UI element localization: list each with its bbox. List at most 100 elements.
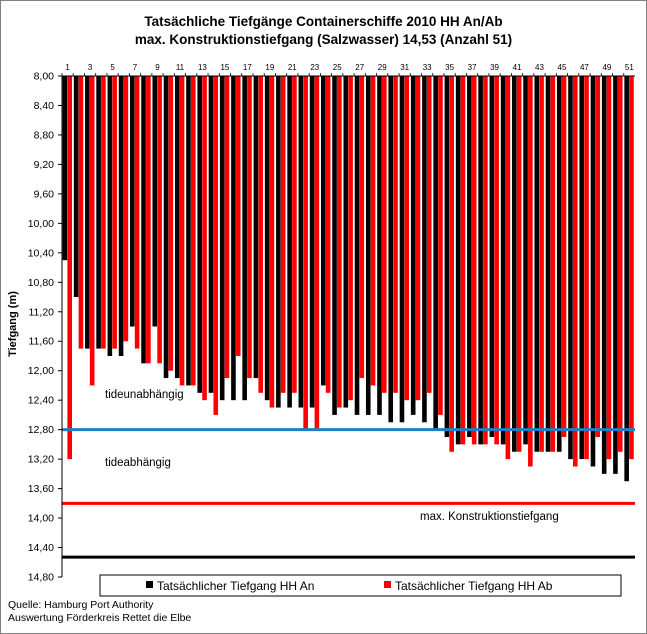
x-tick-label: 27 (355, 63, 364, 72)
bar-ab-30 (393, 76, 398, 393)
x-tick-label: 45 (558, 63, 567, 72)
bar-ab-26 (348, 76, 353, 401)
bar-ab-14 (213, 76, 219, 415)
y-tick-label: 11,60 (29, 336, 55, 348)
bar-an-26 (343, 76, 349, 408)
bar-an-49 (601, 76, 607, 474)
x-tick-label: 17 (243, 63, 252, 72)
bar-an-16 (231, 76, 236, 401)
y-tick-label: 14,80 (28, 572, 54, 584)
bar-ab-35 (449, 76, 454, 452)
bar-an-39 (489, 76, 495, 438)
bar-an-41 (512, 76, 517, 452)
bar-ab-4 (101, 76, 106, 349)
chart-subtitle: max. Konstruktionstiefgang (Salzwasser) … (134, 32, 513, 47)
bar-ab-17 (247, 76, 252, 379)
x-tick-label: 35 (445, 63, 454, 72)
bar-ab-27 (359, 76, 365, 379)
x-tick-label: 21 (288, 63, 297, 72)
bar-ab-29 (381, 76, 387, 393)
bar-an-3 (85, 76, 90, 349)
bar-an-21 (287, 76, 292, 408)
legend-label-ab: Tatsächlicher Tiefgang HH Ab (395, 579, 553, 593)
x-tick-label: 51 (625, 63, 634, 72)
legend: Tatsächlicher Tiefgang HH An Tatsächlich… (99, 574, 622, 597)
bar-ab-47 (584, 76, 589, 460)
bar-an-33 (422, 76, 427, 423)
x-tick-label: 23 (310, 63, 319, 72)
x-tick-label: 3 (88, 63, 93, 72)
bar-an-44 (545, 76, 551, 452)
y-tick-label: 13,60 (28, 483, 54, 495)
x-tick-label: 11 (176, 63, 185, 72)
y-tick-label: 10,00 (28, 218, 54, 230)
bar-ab-1 (67, 76, 72, 460)
bar-ab-32 (415, 76, 421, 401)
bar-an-6 (118, 76, 124, 356)
legend-box (99, 574, 622, 597)
bar-ab-51 (629, 76, 634, 460)
y-tick-label: 8,40 (34, 100, 55, 112)
bar-an-46 (568, 76, 573, 460)
bar-ab-12 (190, 76, 196, 386)
y-tick-label: 14,00 (28, 513, 54, 525)
bar-an-50 (613, 76, 618, 474)
x-tick-label: 31 (400, 63, 409, 72)
bar-ab-43 (539, 76, 544, 452)
y-tick-label: 9,60 (34, 188, 55, 200)
bar-an-40 (500, 76, 506, 445)
bar-ab-21 (292, 76, 297, 393)
y-tick-label: 9,20 (34, 159, 55, 171)
bar-ab-44 (550, 76, 556, 452)
bar-an-35 (444, 76, 450, 438)
bar-ab-46 (572, 76, 578, 467)
bar-ab-24 (325, 76, 331, 393)
bar-an-5 (107, 76, 113, 356)
bar-an-51 (624, 76, 629, 482)
x-tick-label: 49 (602, 63, 611, 72)
x-tick-label: 1 (65, 63, 70, 72)
bar-an-15 (219, 76, 225, 401)
bar-ab-38 (483, 76, 488, 445)
bar-an-28 (365, 76, 371, 415)
bar-an-13 (197, 76, 203, 393)
bar-an-11 (174, 76, 180, 379)
bar-an-17 (242, 76, 247, 401)
bar-ab-36 (460, 76, 466, 445)
bar-an-25 (332, 76, 337, 415)
bar-ab-18 (258, 76, 263, 393)
bar-ab-2 (78, 76, 84, 349)
bar-an-9 (152, 76, 158, 327)
y-tick-label: 10,80 (28, 277, 54, 289)
y-tick-label: 14,40 (28, 542, 54, 554)
bar-ab-11 (179, 76, 185, 386)
bar-ab-37 (471, 76, 477, 445)
bar-ab-31 (404, 76, 410, 401)
x-tick-label: 39 (490, 63, 499, 72)
bar-an-34 (433, 76, 438, 430)
bar-ab-23 (314, 76, 320, 430)
bar-ab-10 (168, 76, 174, 371)
x-tick-label: 25 (333, 63, 342, 72)
y-tick-label: 8,80 (34, 129, 55, 141)
bar-ab-49 (606, 76, 612, 460)
bar-ab-33 (426, 76, 432, 393)
x-tick-label: 29 (378, 63, 387, 72)
annotation-tideabhaengig: tideabhängig (105, 457, 171, 469)
y-tick-label: 12,00 (28, 365, 54, 377)
annotation-max-konstruktionstiefgang: max. Konstruktionstiefgang (420, 511, 559, 523)
bar-ab-8 (146, 76, 151, 364)
bar-ab-6 (123, 76, 129, 342)
bar-ab-45 (561, 76, 567, 438)
bar-an-42 (523, 76, 528, 445)
bar-an-30 (388, 76, 394, 423)
bar-ab-9 (157, 76, 162, 364)
bar-an-32 (410, 76, 416, 415)
bar-an-27 (354, 76, 360, 415)
bar-an-8 (141, 76, 146, 364)
footer-source: Quelle: Hamburg Port Authority (8, 599, 154, 611)
bar-ab-15 (224, 76, 230, 379)
footer-evaluation: Auswertung Förderkreis Rettet die Elbe (8, 612, 192, 624)
bar-an-20 (276, 76, 281, 408)
